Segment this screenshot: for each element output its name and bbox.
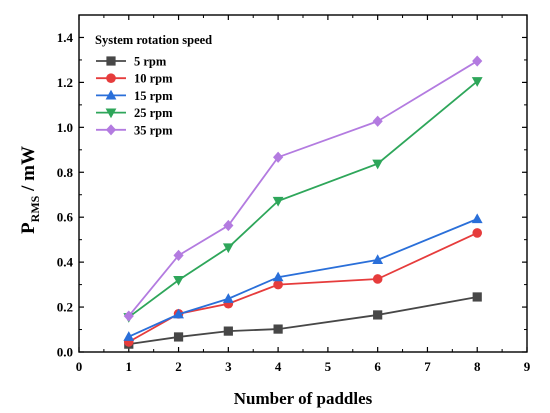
x-tick-label: 4 [275,359,282,374]
x-tick-label: 0 [76,359,83,374]
series-25-rpm [123,77,483,323]
x-tick-label: 5 [325,359,332,374]
y-axis-label-unit: / mW [18,146,39,196]
legend-title: System rotation speed [95,33,212,47]
data-point [223,326,233,336]
data-point [222,293,234,303]
y-tick-label: 1.0 [57,120,73,135]
data-point [472,228,483,238]
data-point [372,159,384,170]
data-point [173,249,184,261]
series-line [128,60,478,317]
y-tick-label: 0.8 [57,165,74,180]
legend: System rotation speed 5 rpm 10 rpm 15 rpm 25… [95,33,212,137]
legend-label: 25 rpm [134,106,173,120]
y-tick-label: 1.4 [57,30,74,45]
data-point [272,196,284,207]
legend-marker [105,108,117,119]
series-line [128,80,478,318]
y-axis-label: PRMS / mW [18,146,42,234]
data-point [472,292,482,302]
data-point [173,332,184,342]
series-5-rpm [124,292,482,349]
x-tick-label: 3 [225,359,232,374]
data-point [173,276,184,286]
y-axis-label-sub: RMS [28,195,42,222]
legend-marker [106,56,116,66]
data-point [372,115,383,127]
series-layer [123,55,483,349]
axes: 0 1 2 3 4 5 6 7 8 9 0.0 0.2 0.4 0.6 0.8 1.0 1.2 1.4 [57,14,531,374]
legend-label: 35 rpm [134,123,173,137]
series-35-rpm [123,55,483,322]
data-point [273,151,284,163]
data-point [173,308,184,319]
data-point [373,310,383,320]
data-point [372,274,383,284]
legend-label: 10 rpm [134,72,173,86]
y-axis-label-main: P [18,222,39,234]
series-line [128,296,478,346]
y-tick-label: 1.2 [57,75,73,90]
series-10-rpm [123,228,483,347]
legend-label: 5 rpm [134,55,167,69]
x-tick-label: 6 [374,359,381,374]
x-tick-label: 8 [474,359,481,374]
data-point [471,77,483,87]
legend-marker [105,89,117,100]
x-tick-label: 1 [126,359,133,374]
data-point [123,331,135,341]
x-tick-label: 7 [424,359,431,374]
data-point [471,213,483,224]
y-tick-label: 0.4 [57,255,74,270]
data-point [273,279,283,290]
y-tick-label: 0.2 [57,300,73,315]
data-point [372,254,384,264]
data-point [272,271,284,282]
legend-label: 15 rpm [134,89,173,103]
x-tick-label: 2 [175,359,182,374]
x-tick-label: 9 [524,359,531,374]
x-axis-label: Number of paddles [234,389,373,408]
series-15-rpm [123,213,483,341]
series-line [128,218,478,338]
legend-marker [105,124,117,136]
data-point [273,324,283,334]
legend-marker [106,73,116,83]
y-tick-label: 0.0 [57,345,73,360]
y-tick-label: 0.6 [57,210,74,225]
data-point [472,55,483,67]
data-point [222,243,234,254]
data-point [223,219,234,232]
data-point [123,310,134,322]
